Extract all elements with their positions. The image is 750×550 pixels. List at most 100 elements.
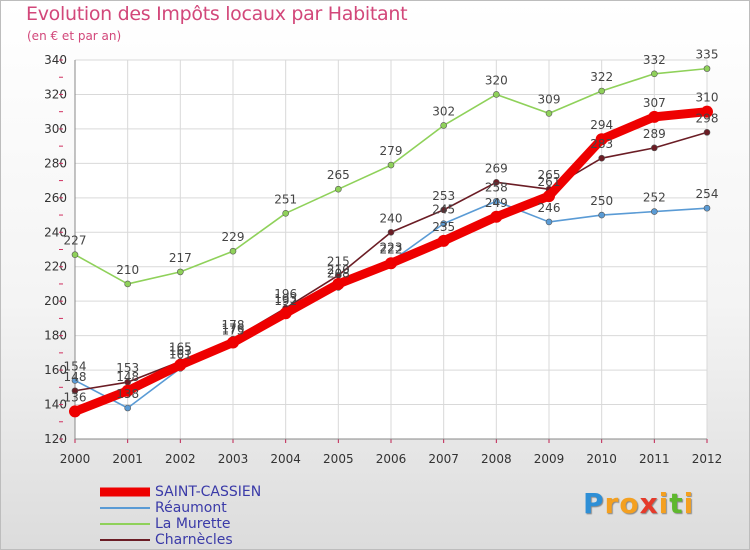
- legend-item: La Murette: [100, 516, 261, 532]
- y-tick-label: 120: [44, 432, 67, 446]
- y-tick-label: 160: [44, 363, 67, 377]
- x-tick-label: 2001: [112, 452, 143, 466]
- data-label: 176: [222, 322, 245, 336]
- data-label: 208: [327, 266, 350, 280]
- data-label: 269: [485, 161, 508, 175]
- data-label: 163: [169, 344, 192, 358]
- x-tick-label: 2000: [60, 452, 91, 466]
- data-label: 279: [380, 144, 403, 158]
- x-tick-label: 2008: [481, 452, 512, 466]
- data-label: 261: [538, 175, 561, 189]
- x-tick-label: 2006: [376, 452, 407, 466]
- data-point: [177, 268, 184, 276]
- data-label: 309: [538, 92, 561, 106]
- data-label: 322: [590, 70, 613, 84]
- data-label: 294: [590, 118, 613, 132]
- data-label: 251: [274, 192, 297, 206]
- x-tick-label: 2003: [218, 452, 249, 466]
- data-point: [227, 336, 239, 349]
- data-label: 229: [222, 230, 245, 244]
- data-point: [598, 211, 605, 219]
- data-point: [701, 105, 713, 118]
- data-label: 283: [590, 137, 613, 151]
- y-tick-label: 220: [44, 260, 67, 274]
- data-label: 161: [169, 347, 192, 361]
- legend: SAINT-CASSIEN Réaumont La Murette Charnè…: [100, 484, 261, 548]
- data-point: [71, 251, 79, 258]
- data-label: 217: [169, 251, 192, 265]
- data-point: [387, 161, 395, 169]
- y-tick-label: 300: [44, 122, 67, 136]
- chart-subtitle: (en € et par an): [27, 29, 122, 43]
- data-label: 332: [643, 53, 666, 67]
- data-point: [703, 129, 711, 136]
- y-tick-label: 340: [44, 53, 67, 67]
- brand-letter: P: [583, 487, 605, 520]
- data-label: 215: [327, 254, 350, 268]
- brand-letter: r: [604, 487, 620, 520]
- data-label: 196: [274, 287, 297, 301]
- data-point: [229, 247, 237, 255]
- data-label: 227: [64, 234, 87, 248]
- data-point: [545, 218, 553, 226]
- data-point: [703, 65, 711, 72]
- data-label: 222: [380, 242, 403, 256]
- chart-title: Evolution des Impôts locaux par Habitant: [26, 3, 408, 25]
- data-point: [598, 87, 605, 95]
- x-tick-label: 2010: [586, 452, 617, 466]
- data-label: 253: [432, 189, 455, 203]
- data-label: 210: [327, 263, 350, 277]
- data-label: 154: [64, 359, 87, 373]
- data-point: [595, 133, 608, 146]
- data-point: [703, 204, 711, 212]
- data-point: [440, 220, 447, 227]
- x-tick-label: 2004: [270, 452, 301, 466]
- data-label: 265: [538, 168, 561, 182]
- y-tick-label: 200: [44, 294, 67, 308]
- y-tick-label: 280: [44, 156, 67, 170]
- brand-letter: i: [683, 487, 695, 520]
- data-label: 210: [116, 263, 139, 277]
- data-label: 302: [432, 104, 455, 118]
- data-label: 235: [432, 220, 455, 234]
- brand-letter: i: [658, 487, 670, 520]
- data-point: [71, 387, 79, 395]
- data-label: 307: [643, 96, 666, 110]
- data-label: 298: [696, 111, 719, 125]
- legend-label: Réaumont: [155, 500, 227, 516]
- data-label: 254: [696, 187, 719, 201]
- data-label: 250: [590, 194, 613, 208]
- data-point: [545, 110, 553, 117]
- data-point: [651, 208, 658, 215]
- data-label: 252: [643, 191, 666, 205]
- data-point: [493, 179, 500, 186]
- x-tick-label: 2012: [692, 452, 723, 466]
- y-tick-label: 240: [44, 225, 67, 239]
- data-point: [493, 91, 500, 98]
- data-point: [440, 122, 447, 129]
- data-label: 240: [380, 211, 403, 225]
- data-label: 148: [64, 370, 87, 384]
- legend-item: SAINT-CASSIEN: [100, 484, 261, 500]
- data-point: [335, 185, 342, 193]
- data-label: 245: [432, 203, 455, 217]
- data-label: 258: [485, 180, 508, 194]
- legend-label: SAINT-CASSIEN: [155, 484, 262, 500]
- data-label: 246: [538, 201, 561, 215]
- data-label: 310: [696, 91, 719, 105]
- brand-letter: o: [619, 487, 640, 520]
- data-point: [440, 206, 447, 214]
- y-tick-label: 180: [44, 329, 67, 343]
- legend-item: Charnècles: [100, 532, 261, 548]
- data-point: [387, 228, 395, 236]
- data-label: 138: [116, 387, 139, 401]
- data-label: 175: [222, 323, 245, 337]
- data-point: [332, 277, 345, 290]
- data-point: [174, 358, 187, 371]
- data-point: [543, 190, 555, 203]
- brand-letter: t: [669, 487, 684, 520]
- data-point: [651, 144, 658, 152]
- data-label: 289: [643, 127, 666, 141]
- data-label: 223: [380, 241, 403, 255]
- data-point: [598, 154, 605, 162]
